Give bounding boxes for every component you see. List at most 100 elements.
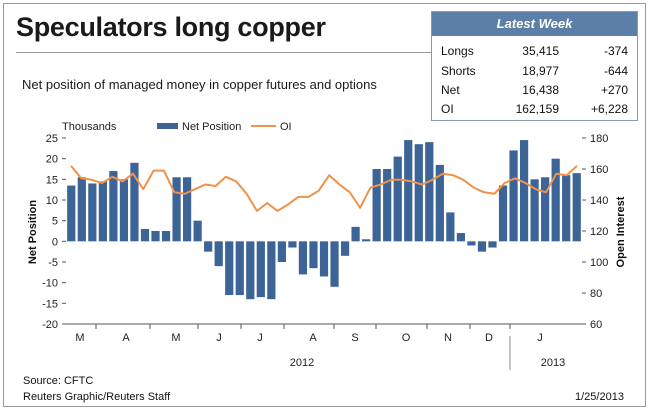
net-position-bar bbox=[319, 241, 329, 277]
net-position-bar bbox=[225, 241, 234, 296]
row-change: +270 bbox=[600, 83, 628, 97]
y-right-tick-label: 160 bbox=[590, 164, 608, 176]
net-position-bar bbox=[351, 226, 360, 242]
latest-week-header: Latest Week bbox=[432, 12, 637, 36]
net-position-bar bbox=[509, 150, 518, 242]
y-right-tick-label: 120 bbox=[590, 226, 608, 238]
net-position-bar bbox=[372, 169, 381, 242]
net-position-bar bbox=[541, 177, 550, 242]
legend-net-position-label: Net Position bbox=[182, 121, 241, 133]
x-month-label: M bbox=[171, 332, 180, 344]
y-left-tick-label: -10 bbox=[42, 278, 58, 290]
y-left-tick-label: 25 bbox=[46, 133, 58, 145]
row-label: Shorts bbox=[441, 64, 476, 78]
net-position-bar bbox=[562, 175, 571, 242]
y-right-tick-label: 100 bbox=[590, 257, 608, 269]
latest-week-row-shorts: Shorts 18,977 -644 bbox=[432, 62, 637, 80]
net-position-bar bbox=[77, 177, 86, 242]
y-right-tick-label: 140 bbox=[590, 195, 608, 207]
net-position-bar bbox=[246, 241, 255, 300]
net-position-bar bbox=[309, 241, 318, 269]
net-position-bar bbox=[551, 158, 560, 242]
row-value: 35,415 bbox=[522, 44, 559, 58]
latest-week-row-net: Net 16,438 +270 bbox=[432, 81, 637, 99]
x-month-label: J bbox=[537, 332, 543, 344]
x-month-label: O bbox=[402, 332, 411, 344]
date-note: 1/25/2013 bbox=[575, 391, 624, 403]
net-position-bar bbox=[330, 241, 339, 287]
net-position-bar bbox=[88, 183, 97, 242]
y-left-tick-label: 10 bbox=[46, 195, 58, 207]
y-left-tick-label: -5 bbox=[48, 257, 58, 269]
y-right-tick-label: 80 bbox=[590, 288, 602, 300]
y-left-tick-label: 15 bbox=[46, 174, 58, 186]
x-month-label: J bbox=[216, 332, 222, 344]
net-position-bar bbox=[277, 241, 286, 262]
source-note: Source: CFTC bbox=[23, 375, 94, 387]
net-position-bar bbox=[267, 241, 276, 300]
net-position-bar bbox=[477, 241, 487, 252]
x-month-label: M bbox=[75, 332, 84, 344]
row-change: -374 bbox=[603, 44, 628, 58]
net-position-bar bbox=[151, 231, 160, 242]
legend-oi-label: OI bbox=[280, 121, 292, 133]
net-position-bar bbox=[119, 179, 129, 242]
title-divider bbox=[16, 52, 432, 53]
chart-title: Speculators long copper bbox=[16, 12, 326, 42]
net-position-bar bbox=[130, 162, 139, 242]
row-label: Longs bbox=[441, 44, 474, 58]
net-position-bar bbox=[340, 241, 350, 256]
net-position-bar bbox=[288, 241, 297, 248]
net-position-bar bbox=[498, 185, 508, 242]
net-position-bar bbox=[256, 241, 265, 298]
y-right-axis-title: Open Interest bbox=[615, 196, 627, 267]
net-position-bar bbox=[425, 142, 434, 242]
x-month-label: J bbox=[257, 332, 263, 344]
legend-net-position-swatch bbox=[157, 123, 178, 129]
net-position-bar bbox=[456, 233, 466, 242]
y-left-tick-label: -15 bbox=[42, 298, 58, 310]
net-position-bar bbox=[362, 239, 371, 242]
net-position-bar bbox=[467, 241, 476, 246]
row-value: 162,159 bbox=[515, 102, 559, 116]
y-left-tick-label: 0 bbox=[52, 236, 58, 248]
net-position-bar bbox=[435, 164, 444, 242]
net-position-bar bbox=[519, 140, 529, 242]
net-position-bar bbox=[393, 156, 402, 242]
net-position-bar bbox=[414, 144, 423, 242]
net-position-bar bbox=[98, 181, 107, 242]
x-month-label: S bbox=[351, 332, 358, 344]
latest-week-panel: Latest Week Longs 35,415 -374 Shorts 18,… bbox=[431, 11, 638, 121]
net-position-bar bbox=[204, 241, 213, 252]
net-position-bar bbox=[109, 171, 118, 242]
x-month-label: A bbox=[309, 332, 317, 344]
row-value: 16,438 bbox=[522, 83, 559, 97]
chart-subtitle: Net position of managed money in copper … bbox=[22, 77, 377, 92]
y-left-tick-label: -20 bbox=[42, 319, 58, 331]
row-value: 18,977 bbox=[522, 64, 559, 78]
net-position-bar bbox=[404, 140, 413, 242]
net-position-bar bbox=[182, 177, 192, 242]
net-position-bar bbox=[446, 212, 455, 242]
latest-week-row-longs: Longs 35,415 -374 bbox=[432, 42, 637, 60]
net-position-bar bbox=[235, 241, 244, 296]
row-change: +6,228 bbox=[590, 102, 628, 116]
net-position-bar bbox=[161, 231, 171, 242]
credit-note: Reuters Graphic/Reuters Staff bbox=[23, 391, 171, 403]
x-month-label: D bbox=[485, 332, 493, 344]
net-position-bar bbox=[530, 179, 539, 242]
net-position-bar bbox=[172, 177, 181, 242]
row-label: OI bbox=[441, 102, 454, 116]
net-position-bar bbox=[140, 228, 150, 242]
net-position-bar bbox=[488, 241, 497, 248]
latest-week-row-oi: OI 162,159 +6,228 bbox=[432, 100, 637, 118]
y-left-tick-label: 20 bbox=[46, 154, 58, 166]
net-position-bar bbox=[298, 241, 308, 275]
net-position-bar bbox=[214, 241, 223, 267]
year-label: 2012 bbox=[290, 357, 314, 369]
y-right-tick-label: 60 bbox=[590, 319, 602, 331]
net-position-bar bbox=[193, 220, 202, 242]
y-left-tick-label: 5 bbox=[52, 216, 58, 228]
year-label: 2013 bbox=[541, 357, 565, 369]
